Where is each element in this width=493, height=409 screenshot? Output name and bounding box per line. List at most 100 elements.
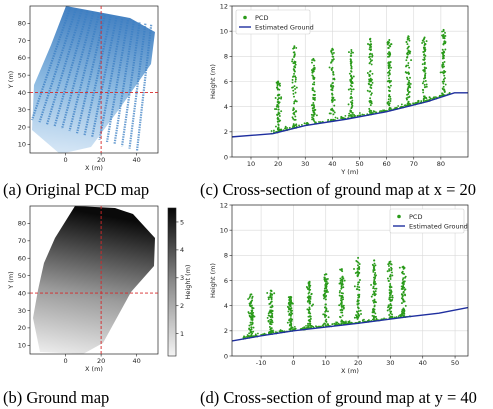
pcd-point (292, 92, 295, 95)
pcd-point (294, 80, 297, 83)
pcd-point (441, 48, 444, 51)
legend-marker-pcd (397, 214, 401, 219)
pcd-point (269, 318, 272, 321)
pcd-point (389, 97, 392, 100)
pcd-point (406, 71, 409, 74)
pcd-point (350, 93, 353, 95)
pcd-point (422, 51, 425, 53)
pcd-point (373, 291, 376, 294)
pcd-point (358, 267, 361, 270)
pcd-point (407, 62, 410, 64)
pcd-point (390, 286, 393, 289)
pcd-point (372, 287, 375, 290)
y-tick-label: 4 (224, 302, 228, 310)
pcd-point (294, 100, 297, 103)
pcd-point (358, 263, 361, 265)
pcd-point (273, 129, 275, 132)
pcd-point (374, 293, 377, 296)
pcd-point (388, 268, 391, 271)
colorbar-tick-label: 4 (180, 246, 184, 254)
pcd-point (389, 304, 392, 306)
pcd-point (397, 315, 400, 318)
pcd-point (357, 281, 360, 284)
pcd-point (339, 279, 342, 282)
pcd-point-top (312, 57, 315, 60)
pcd-point (285, 127, 287, 129)
pcd-point (276, 104, 279, 107)
pcd-point (309, 288, 312, 291)
pcd-point (289, 304, 292, 307)
pcd-point (373, 308, 376, 311)
pcd-point (308, 308, 311, 311)
pcd-point (291, 116, 294, 119)
pcd-tree-row (38, 8, 77, 123)
pcd-point (441, 65, 444, 67)
pcd-point (313, 78, 316, 80)
pcd-point (356, 311, 359, 314)
pcd-point (407, 64, 410, 67)
x-tick-label: 60 (382, 160, 390, 168)
pcd-point (341, 280, 344, 283)
pcd-point (344, 114, 347, 117)
pcd-point (266, 316, 269, 319)
pcd-point (348, 72, 351, 75)
pcd-point (323, 276, 326, 279)
y-axis-label: Height (m) (209, 64, 217, 99)
y-axis-label: Height (m) (209, 263, 217, 298)
pcd-point (349, 54, 352, 57)
pcd-point (290, 323, 293, 326)
y-tick-label: 20 (18, 324, 26, 332)
pcd-point (400, 314, 403, 317)
pcd-point (250, 318, 253, 321)
pcd-point (271, 321, 274, 324)
crosshair-b (30, 206, 158, 354)
legend-box (235, 9, 311, 35)
pcd-point (347, 115, 350, 117)
pcd-point (289, 317, 292, 320)
pcd-point (372, 264, 375, 267)
pcd-point (276, 113, 279, 116)
pcd-point (323, 290, 326, 292)
pcd-point (424, 46, 426, 49)
pcd-point (356, 270, 359, 273)
pcd-point (269, 311, 272, 314)
legend-label-ground: Estimated Ground (255, 23, 314, 31)
plot-frame (29, 5, 159, 154)
pcd-point (292, 68, 295, 71)
pcd-point (350, 115, 353, 118)
pcd-point (388, 108, 391, 111)
pcd-point (318, 121, 320, 123)
pcd-point (340, 304, 343, 307)
pcd-point (294, 110, 297, 113)
pcd-point (368, 83, 371, 86)
pcd-point (400, 302, 403, 305)
pcd-point (369, 77, 372, 80)
pcd-point (387, 279, 390, 282)
pcd-point (290, 307, 293, 310)
pcd-point (422, 91, 425, 94)
pcd-point (394, 106, 397, 109)
pcd-point (386, 270, 389, 273)
pcd-point (331, 109, 334, 112)
pcd-point (406, 43, 409, 46)
pcd-point (370, 295, 373, 298)
pcd-point (371, 72, 374, 75)
pcd-point (333, 99, 336, 101)
pcd-point (295, 123, 298, 126)
pcd-point (388, 269, 391, 272)
pcd-point (331, 59, 334, 62)
pcd-point (312, 326, 315, 328)
pcd-point-top (289, 295, 292, 298)
pcd-point (279, 329, 282, 331)
pcd-point (353, 285, 356, 288)
pcd-point (323, 293, 326, 296)
pcd-point (277, 88, 279, 90)
pcd-point (277, 97, 280, 100)
pcd-point (370, 92, 373, 95)
pcd-point (338, 291, 341, 294)
pcd-point (383, 109, 386, 112)
pcd-point (423, 77, 425, 80)
pcd-point (267, 312, 270, 315)
pcd-point (267, 296, 270, 299)
pcd-point (257, 332, 259, 335)
